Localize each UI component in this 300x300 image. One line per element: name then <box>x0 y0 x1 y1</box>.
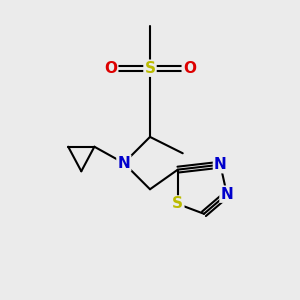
Text: O: O <box>183 61 196 76</box>
Text: S: S <box>145 61 155 76</box>
Text: S: S <box>172 196 183 211</box>
Text: N: N <box>214 157 227 172</box>
Text: O: O <box>104 61 117 76</box>
Text: N: N <box>118 156 130 171</box>
Text: N: N <box>220 187 233 202</box>
